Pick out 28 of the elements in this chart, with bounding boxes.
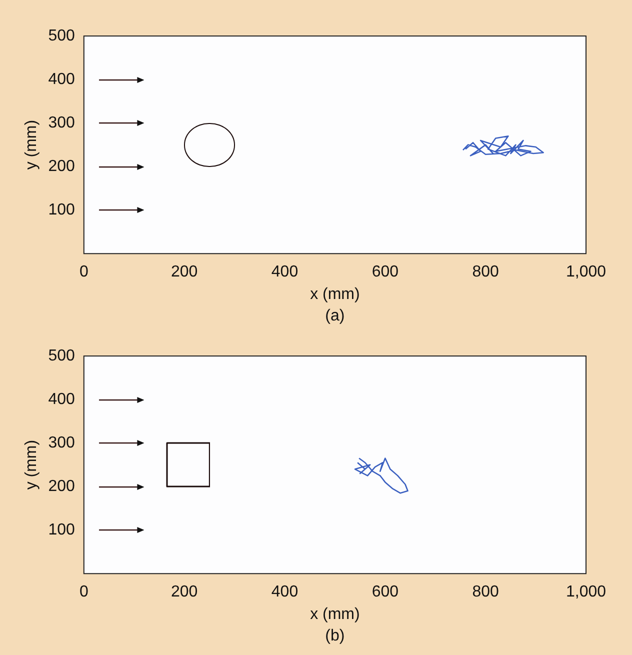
x-axis-title: x (mm): [310, 606, 360, 623]
x-tick-label: 600: [372, 584, 399, 601]
x-axis-title: x (mm): [310, 286, 360, 303]
x-tick-label: 200: [170, 584, 198, 601]
x-tick-label: 1,000: [566, 264, 606, 281]
x-tick-label: 400: [271, 264, 298, 281]
x-tick-label: 200: [170, 264, 198, 281]
y-tick-label: 500: [48, 347, 75, 364]
text: (a): [325, 307, 345, 324]
x-tick-label: 1,000: [566, 584, 606, 601]
y-tick-label: 500: [48, 27, 75, 44]
x-tick-label: 400: [271, 584, 298, 601]
x-tick-label: 0: [79, 584, 88, 601]
y-tick-label: 300: [48, 114, 75, 132]
y-tick-label: 100: [48, 521, 75, 538]
x-tick-label: 800: [472, 584, 500, 601]
y-tick-label: 400: [48, 70, 75, 88]
x-tick-label: 0: [79, 264, 88, 281]
y-tick-label: 300: [48, 434, 75, 452]
x-tick-label: 600: [372, 264, 399, 281]
text: (b): [325, 627, 345, 644]
x-tick-label: 800: [472, 264, 500, 281]
y-tick-label: 400: [48, 390, 75, 408]
y-tick-label: 200: [48, 478, 75, 495]
y-tick-label: 200: [48, 158, 75, 175]
y-tick-label: 100: [48, 201, 75, 218]
y-axis-title: y (mm): [23, 440, 40, 490]
y-axis-title: y (mm): [23, 120, 40, 170]
